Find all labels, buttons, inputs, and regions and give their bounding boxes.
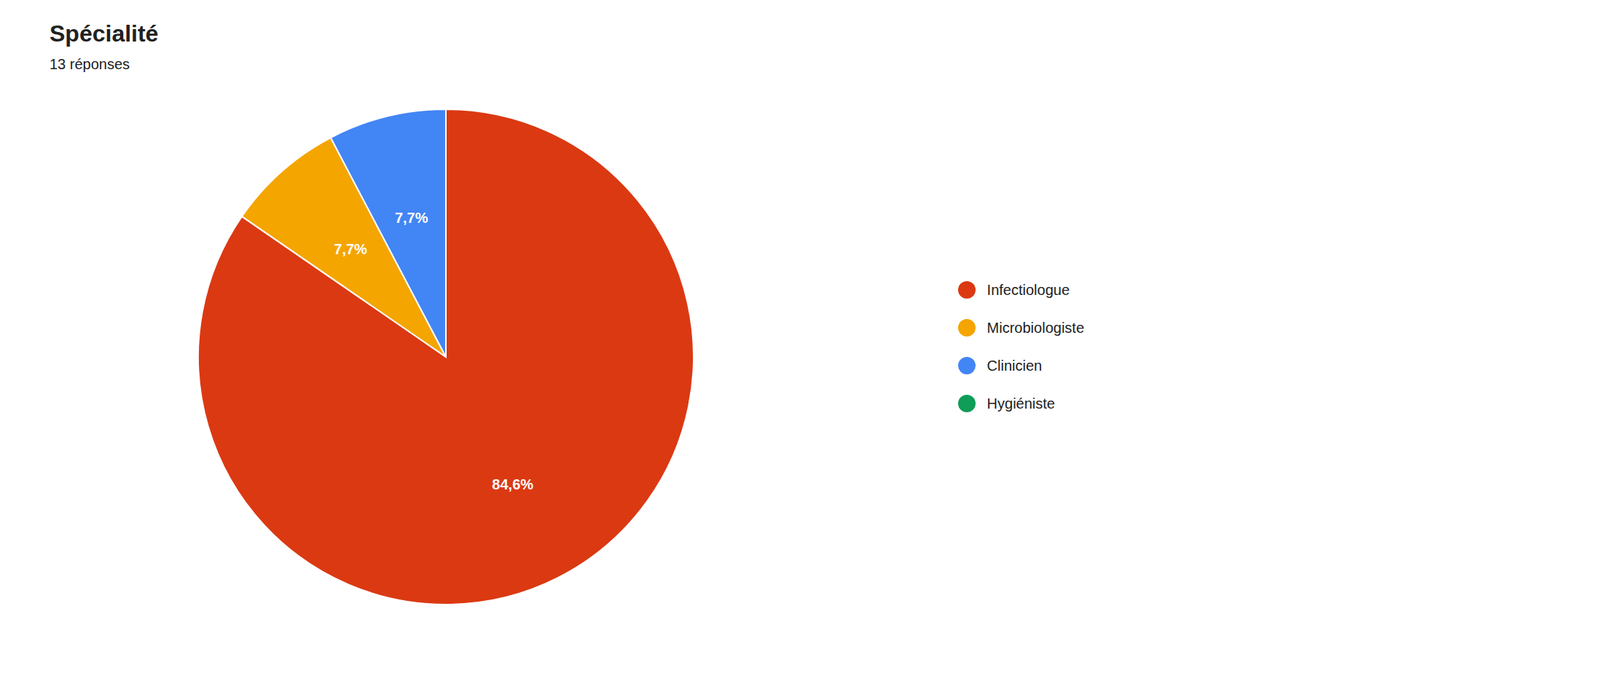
svg-text:7,7%: 7,7%	[394, 209, 429, 226]
html-text:13 réponses: 13 réponses	[49, 56, 130, 73]
html-text:Microbiologiste: Microbiologiste	[986, 319, 1085, 336]
svg-text:84,6%: 84,6%	[491, 476, 534, 493]
html-text:Clinicien: Clinicien	[986, 357, 1043, 374]
svg-text:7,7%: 7,7%	[333, 241, 368, 258]
html-text:Spécialité: Spécialité	[49, 20, 159, 47]
html-text:Infectiologue: Infectiologue	[986, 281, 1070, 298]
html-text:Hygiéniste: Hygiéniste	[986, 395, 1056, 412]
